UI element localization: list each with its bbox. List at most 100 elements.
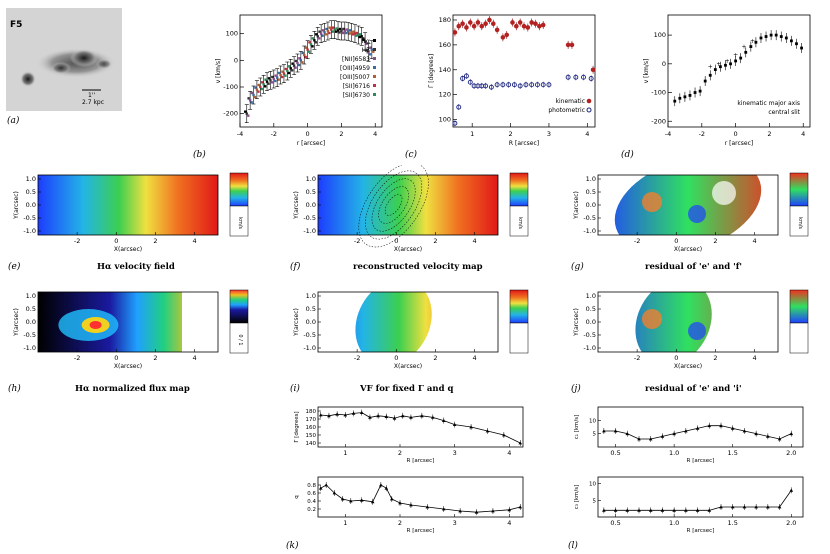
- data-point: [331, 26, 335, 29]
- panel-label-g: (g): [571, 262, 584, 272]
- data-point: [307, 50, 311, 53]
- legend-marker: [373, 84, 376, 87]
- data-point: [637, 437, 641, 441]
- map-gradient: [620, 292, 727, 352]
- y-tick-label: -1.0: [303, 344, 316, 352]
- legend-entry: Hβ: [362, 47, 371, 54]
- data-point: [376, 414, 380, 418]
- data-point: [719, 423, 723, 428]
- y-tick-label: 100: [439, 116, 451, 124]
- major-axis-point: [744, 50, 748, 54]
- y-tick-label: 0.0: [26, 201, 36, 209]
- major-axis-point: [683, 95, 687, 99]
- contour-line: [378, 186, 409, 224]
- x-tick-label: 1.5: [728, 449, 738, 457]
- y-tick-label: 170: [306, 417, 317, 423]
- central-slit-point: +: [716, 61, 721, 68]
- residual-ef-map: -2 0 2 4 1.0 0.5 0.0 -0.5 -1.0 X(arcsec) Y(arcsec)…: [570, 165, 830, 265]
- data-point: [684, 429, 688, 433]
- y-axis-label: v [km/s]: [215, 59, 222, 84]
- major-axis-point: [800, 46, 803, 50]
- major-axis-point: [749, 45, 753, 48]
- plot-frame: [597, 476, 804, 518]
- major-axis-point: [779, 35, 783, 38]
- kinematic-point: [483, 21, 488, 27]
- x-axis-label: R [arcsec]: [407, 528, 435, 534]
- c3-profile-chart: 0.5 1.0 1.5 2.0 10 5 R [arcsec] c₃ [km/s]: [574, 476, 804, 534]
- data-point: [318, 486, 323, 490]
- y-tick-label: -200: [223, 110, 238, 118]
- data-point: [425, 505, 430, 509]
- photometric-point: [534, 82, 540, 88]
- major-axis-point: [678, 96, 682, 100]
- data-point: [303, 53, 306, 57]
- colorbar: [509, 289, 529, 324]
- kinematic-point: [487, 17, 492, 23]
- photometric-point: [467, 79, 473, 85]
- data-point: [318, 413, 323, 417]
- data-point: [672, 508, 676, 512]
- legend-entry: kinematic major axis: [737, 100, 800, 107]
- data-point: [335, 27, 338, 30]
- data-point: [730, 426, 735, 430]
- data-point: [469, 425, 473, 429]
- data-point: [400, 414, 405, 418]
- data-point: [311, 45, 314, 48]
- map-field: [602, 175, 774, 235]
- data-point: [311, 37, 315, 40]
- data-point: [323, 31, 326, 34]
- x-tick-label: -2: [74, 237, 80, 245]
- x-axis-label: r [arcsec]: [297, 140, 325, 147]
- data-point: [277, 71, 281, 75]
- data-point: [340, 497, 345, 501]
- data-point: [316, 35, 319, 38]
- data-point: [245, 112, 248, 115]
- data-point: [613, 508, 618, 512]
- kinematic-point: [537, 23, 542, 29]
- c1-profile-chart: 0.5 1.0 1.5 2.0 10 5 R [arcsec] c₁ [km/s]: [574, 406, 804, 464]
- x-tick-label: 0: [674, 354, 678, 362]
- central-slit-point: +: [708, 64, 713, 71]
- colorbar-label-box: [229, 322, 249, 354]
- kinematic-point: [475, 20, 481, 25]
- data-point: [277, 78, 280, 81]
- y-tick-label: 0.2: [307, 507, 316, 513]
- x-tick-label: 0: [114, 237, 118, 245]
- data-point: [485, 429, 490, 433]
- major-axis-point: [769, 33, 773, 37]
- y-tick-label: 5: [593, 432, 597, 438]
- kinematic-point: [569, 42, 575, 48]
- kinematic-point: [525, 25, 531, 30]
- map-svg: -2 0 2 4 1.0 0.5 0.0 -0.5 -1.0 X(arcsec) Y(arcsec)…: [13, 289, 249, 370]
- data-point: [297, 63, 301, 67]
- data-point: [296, 61, 299, 65]
- y-axis-label: Y(arcsec): [573, 308, 580, 337]
- data-point: [262, 83, 265, 86]
- data-point: [260, 81, 264, 84]
- legend-marker: [373, 39, 376, 42]
- colorbar-label-box: [509, 205, 529, 237]
- y-axis-label: q: [294, 495, 300, 499]
- data-point: [267, 77, 271, 80]
- y-tick-label: 1.0: [26, 292, 36, 300]
- legend-marker: [373, 75, 376, 78]
- x-tick-label: -2: [634, 354, 640, 362]
- legend-marker: [373, 93, 376, 96]
- fixed-vf-map: -2 0 2 4 1.0 0.5 0.0 -0.5 -1.0 X(arcsec) Y(arcsec): [290, 282, 550, 382]
- colorbar-units: 0 / 1: [237, 334, 243, 345]
- y-tick-label: 0.5: [306, 188, 316, 196]
- photometric-point: [452, 120, 458, 126]
- major-axis-point: [724, 63, 727, 67]
- data-point: [321, 29, 325, 32]
- y-axis-label: c₁ [km/s]: [574, 415, 580, 440]
- x-tick-label: 0: [394, 237, 398, 245]
- x-tick-label: 4: [752, 237, 756, 245]
- panel-label-d: (d): [621, 150, 634, 160]
- data-point: [370, 48, 374, 51]
- y-tick-label: -0.5: [303, 214, 316, 222]
- data-point: [384, 414, 389, 418]
- data-point: [363, 40, 367, 43]
- residual-spot: [688, 322, 706, 340]
- data-point: [333, 28, 336, 31]
- data-point: [370, 500, 375, 504]
